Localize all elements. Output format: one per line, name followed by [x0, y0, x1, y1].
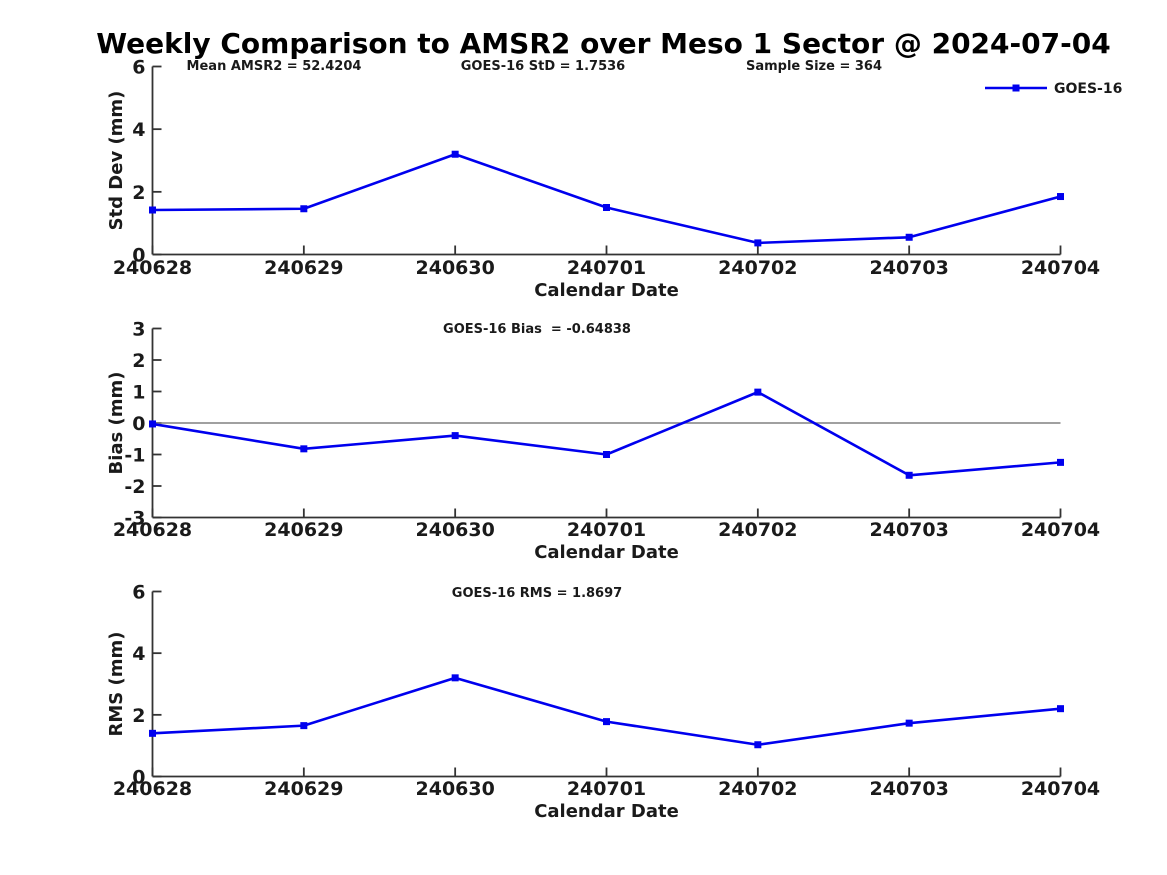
legend-marker — [1012, 84, 1020, 92]
x-tick-label: 240629 — [264, 519, 343, 541]
x-axis-title: Calendar Date — [534, 280, 679, 301]
legend-label: GOES-16 — [1054, 81, 1122, 97]
x-tick-label: 240630 — [416, 519, 495, 541]
annotation-text: Mean AMSR2 = 52.4204 — [187, 59, 362, 74]
x-axis-title: Calendar Date — [534, 801, 679, 822]
chart-rms: 0 2 4 6 240628 240629 240630 240701 240702 240703… — [106, 582, 1100, 823]
data-point-marker — [754, 388, 762, 396]
series-line-goes-16 — [151, 152, 1062, 245]
y-tick-label: 0 — [132, 413, 145, 435]
y-axis-title: Std Dev (mm) — [106, 91, 127, 231]
data-point-marker — [1057, 705, 1064, 713]
series-line-goes-16 — [151, 390, 1062, 477]
y-tick-label: 2 — [132, 350, 145, 372]
y-tick-label: 3 — [132, 319, 145, 341]
data-point-marker — [1057, 458, 1064, 466]
x-tick-label: 240703 — [870, 257, 949, 279]
data-point-marker — [754, 741, 762, 749]
series-line-goes-16 — [151, 676, 1062, 747]
y-tick-label: 2 — [132, 182, 145, 204]
annotation-text: GOES-16 Bias = -0.64838 — [443, 322, 631, 337]
data-point-marker — [603, 451, 610, 458]
y-tick-label: 4 — [132, 643, 145, 665]
y-tick-label: 0 — [132, 767, 145, 789]
data-point-marker — [300, 722, 308, 730]
data-point-marker — [603, 204, 610, 211]
x-tick-label: 240704 — [1021, 257, 1100, 279]
chart-bias: -3 -2 -1 0 1 2 3 240628 240629 240630 240701 240702… — [106, 319, 1100, 564]
data-point-marker — [905, 233, 913, 241]
y-tick-label: 6 — [132, 582, 145, 604]
data-point-marker — [451, 432, 459, 440]
data-point-marker — [905, 471, 913, 479]
data-point-marker — [754, 239, 762, 247]
x-tick-label: 240701 — [567, 257, 646, 279]
y-tick-label: -2 — [124, 476, 145, 498]
y-tick-label: 0 — [132, 245, 145, 267]
y-axis-title: Bias (mm) — [106, 372, 127, 475]
data-point-marker — [603, 718, 610, 726]
data-point-marker — [905, 719, 913, 727]
data-point-marker — [451, 150, 459, 158]
x-tick-label: 240704 — [1021, 519, 1100, 541]
x-tick-label: 240701 — [567, 519, 646, 541]
y-tick-label: 1 — [132, 382, 145, 404]
y-tick-label: 4 — [132, 119, 145, 141]
x-tick-label: 240702 — [718, 778, 797, 800]
legend: GOES-16 — [985, 81, 1122, 97]
data-point-marker — [149, 206, 156, 214]
x-tick-label: 240630 — [416, 257, 495, 279]
x-tick-label: 240703 — [870, 519, 949, 541]
annotation-text: GOES-16 StD = 1.7536 — [461, 59, 625, 74]
data-point-marker — [149, 420, 156, 428]
annotation-text: Sample Size = 364 — [746, 59, 882, 74]
y-tick-label: 6 — [132, 57, 145, 79]
y-tick-label: -3 — [124, 508, 145, 530]
x-tick-label: 240628 — [113, 257, 192, 279]
data-point-marker — [451, 674, 459, 682]
figure-title: Weekly Comparison to AMSR2 over Meso 1 S… — [96, 27, 1111, 60]
x-tick-label: 240628 — [113, 519, 192, 541]
y-tick-label: 2 — [132, 705, 145, 727]
data-point-marker — [1057, 193, 1064, 201]
x-tick-label: 240703 — [870, 778, 949, 800]
y-axis-title: RMS (mm) — [106, 632, 127, 737]
x-tick-label: 240702 — [718, 257, 797, 279]
x-tick-label: 240629 — [264, 257, 343, 279]
data-point-marker — [149, 729, 156, 737]
y-tick-label: -1 — [124, 445, 145, 467]
x-axis-title: Calendar Date — [534, 542, 679, 563]
annotation-text: GOES-16 RMS = 1.8697 — [452, 586, 622, 601]
x-tick-label: 240701 — [567, 778, 646, 800]
x-tick-label: 240704 — [1021, 778, 1100, 800]
x-tick-label: 240628 — [113, 778, 192, 800]
data-point-marker — [300, 205, 308, 213]
x-tick-label: 240702 — [718, 519, 797, 541]
data-point-marker — [300, 445, 308, 453]
x-tick-label: 240630 — [416, 778, 495, 800]
x-tick-label: 240629 — [264, 778, 343, 800]
chart-std-dev: 0 2 4 6 240628 240629 240630 240701 240702 240703… — [106, 57, 1122, 302]
